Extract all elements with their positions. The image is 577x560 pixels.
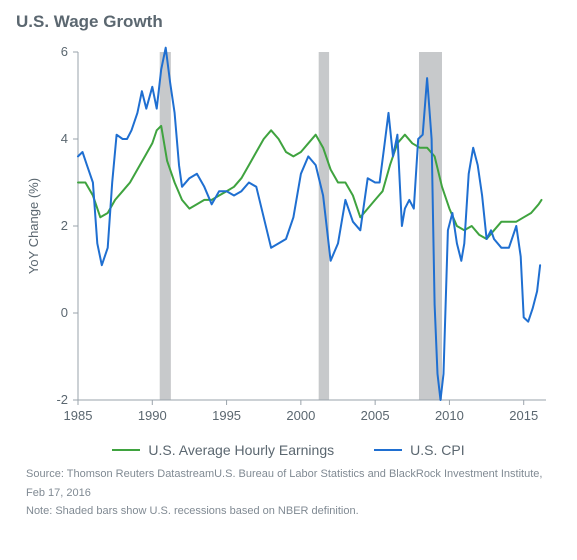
note-date: Feb 17, 2016 xyxy=(26,485,567,502)
svg-text:6: 6 xyxy=(61,44,68,59)
chart-plot: -2 0 2 4 6 1985 1990 1995 2000 2005 2010 2015 YoY Ch… xyxy=(20,38,560,438)
note-recession: Note: Shaded bars show U.S. recessions b… xyxy=(26,503,567,520)
svg-text:1985: 1985 xyxy=(64,408,93,423)
chart-notes: Source: Thomson Reuters DatastreamU.S. B… xyxy=(26,466,567,520)
svg-text:4: 4 xyxy=(61,131,68,146)
svg-text:YoY Change (%): YoY Change (%) xyxy=(26,178,41,274)
svg-text:2005: 2005 xyxy=(361,408,390,423)
svg-text:2010: 2010 xyxy=(435,408,464,423)
note-source: Source: Thomson Reuters DatastreamU.S. B… xyxy=(26,466,567,483)
chart-svg: -2 0 2 4 6 1985 1990 1995 2000 2005 2010 2015 YoY Ch… xyxy=(20,38,560,438)
legend-label-earnings: U.S. Average Hourly Earnings xyxy=(148,442,334,458)
svg-text:1990: 1990 xyxy=(138,408,167,423)
svg-text:2000: 2000 xyxy=(286,408,315,423)
svg-text:2015: 2015 xyxy=(509,408,538,423)
svg-text:1995: 1995 xyxy=(212,408,241,423)
legend-swatch-cpi xyxy=(374,449,402,451)
svg-text:0: 0 xyxy=(61,305,68,320)
legend-label-cpi: U.S. CPI xyxy=(410,442,464,458)
svg-text:2: 2 xyxy=(61,218,68,233)
svg-text:-2: -2 xyxy=(56,392,68,407)
legend: U.S. Average Hourly Earnings U.S. CPI xyxy=(10,442,567,458)
chart-title: U.S. Wage Growth xyxy=(16,12,567,32)
legend-swatch-earnings xyxy=(112,449,140,451)
legend-item-cpi: U.S. CPI xyxy=(374,442,464,458)
legend-item-earnings: U.S. Average Hourly Earnings xyxy=(112,442,334,458)
